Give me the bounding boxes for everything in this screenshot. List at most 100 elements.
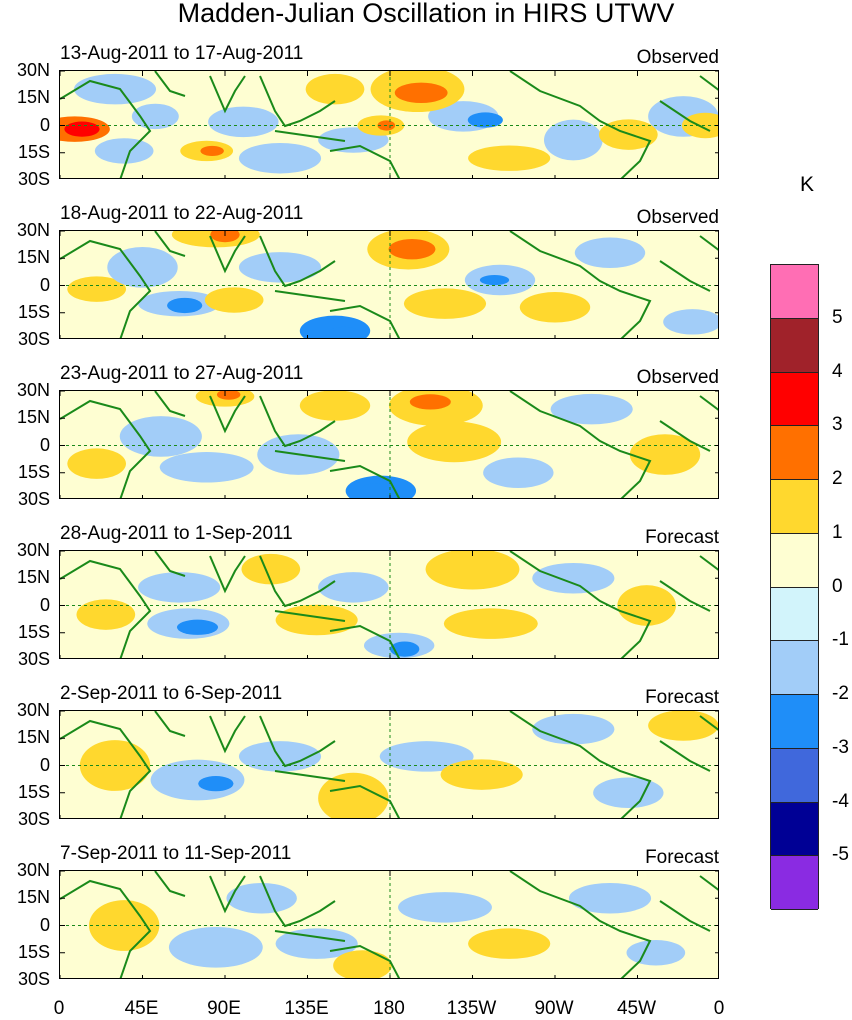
lon-tick-label: 0 <box>713 998 725 1019</box>
colorbar-box <box>771 372 818 427</box>
anomaly-contour <box>407 421 502 463</box>
colorbar-box <box>771 426 818 480</box>
anomaly-map-svg <box>60 551 718 658</box>
anomaly-map-svg <box>60 711 718 818</box>
anomaly-contour <box>299 391 371 421</box>
coastline <box>699 875 718 891</box>
coastline <box>509 551 652 658</box>
coastline <box>659 900 711 932</box>
coastline <box>60 719 152 818</box>
anomaly-contour <box>550 393 633 425</box>
anomaly-contour <box>168 926 263 968</box>
anomaly-map-svg <box>60 231 718 338</box>
coastline <box>259 395 336 448</box>
anomaly-contour <box>88 900 160 951</box>
panel-kind-label: Observed <box>636 207 719 228</box>
lat-tick-label: 30S <box>17 329 50 349</box>
lat-tick-label: 15N <box>16 887 50 908</box>
anomaly-contour <box>574 237 646 269</box>
colorbar-tick-label: 5 <box>832 306 843 328</box>
colorbar-box <box>771 587 818 642</box>
coastline <box>659 740 711 772</box>
lat-tick-label: 0 <box>39 754 50 775</box>
coastline <box>154 71 246 114</box>
anomaly-contour <box>275 604 358 636</box>
anomaly-contour <box>359 961 384 977</box>
anomaly-contour <box>67 448 126 479</box>
anomaly-contour <box>483 457 554 489</box>
colorbar-box <box>771 695 818 749</box>
coastline <box>509 871 652 978</box>
coastline <box>154 871 246 914</box>
anomaly-contour <box>238 741 322 772</box>
anomaly-contour <box>198 776 234 792</box>
coastline <box>154 551 246 594</box>
anomaly-map-svg <box>60 71 718 178</box>
anomaly-contour <box>379 741 474 772</box>
anomaly-contour <box>318 572 389 603</box>
anomaly-contour <box>544 119 603 161</box>
coastline <box>274 770 401 818</box>
anomaly-contour <box>648 711 718 741</box>
panel-kind-label: Forecast <box>645 527 719 548</box>
coastline <box>699 235 718 251</box>
lat-tick-label: 30S <box>17 969 50 989</box>
lat-tick-label: 15N <box>16 407 50 428</box>
coastline <box>274 130 401 178</box>
anomaly-contour <box>568 882 652 914</box>
colorbar-tick-label: -4 <box>832 790 849 812</box>
colorbar-tick-label: -3 <box>832 736 849 758</box>
anomaly-contour <box>398 892 492 923</box>
coastline <box>274 450 401 498</box>
lat-tick-label: 30S <box>17 649 50 669</box>
anomaly-contour <box>204 287 264 313</box>
anomaly-contour <box>167 297 203 314</box>
coastline <box>509 391 652 498</box>
lat-tick-label: 30N <box>16 860 50 880</box>
colorbar-tick-label: 2 <box>832 468 843 489</box>
colorbar-box <box>771 533 818 588</box>
map-panel: 23-Aug-2011 to 27-Aug-2011 Observed 30N 15N… <box>0 363 852 523</box>
lat-tick-label: 30N <box>16 380 50 400</box>
anomaly-map-svg <box>60 871 718 978</box>
lat-tick-label: 30N <box>16 220 50 240</box>
anomaly-contour <box>275 928 358 959</box>
coastline <box>659 100 711 132</box>
lon-tick-label: 45W <box>616 998 657 1019</box>
anomaly-contour <box>76 599 136 630</box>
anomaly-contour <box>94 138 154 164</box>
anomaly-contour <box>107 246 178 288</box>
coastline <box>699 75 718 91</box>
colorbar-tick-label: -2 <box>832 683 849 704</box>
coastline <box>259 75 336 128</box>
panel-date-range: 23-Aug-2011 to 27-Aug-2011 <box>60 363 304 384</box>
lat-tick-label: 0 <box>39 114 50 135</box>
anomaly-contour <box>238 252 322 283</box>
coastline <box>699 555 718 571</box>
lat-tick-label: 30N <box>16 700 50 720</box>
anomaly-contour <box>67 276 126 302</box>
anomaly-map <box>59 870 719 979</box>
anomaly-contour <box>326 326 362 338</box>
lon-tick-label: 90W <box>534 998 574 1019</box>
coastline <box>60 239 152 338</box>
anomaly-contour <box>101 760 137 782</box>
coastline <box>60 399 152 498</box>
anomaly-contour <box>440 759 523 790</box>
colorbar-box <box>771 748 818 803</box>
map-panel: 2-Sep-2011 to 6-Sep-2011 Forecast 30N 15N 0 1… <box>0 683 852 843</box>
lat-tick-label: 30N <box>16 540 50 560</box>
map-panel: 18-Aug-2011 to 22-Aug-2011 Observed 30N 15N… <box>0 203 852 363</box>
anomaly-map <box>59 230 719 339</box>
anomaly-contour <box>479 274 510 286</box>
coastline <box>274 930 401 978</box>
map-panel: 28-Aug-2011 to 1-Sep-2011 Forecast 30N 15N 0… <box>0 523 852 683</box>
anomaly-contour <box>468 928 551 959</box>
anomaly-contour <box>119 416 202 457</box>
anomaly-map <box>59 550 719 659</box>
map-panel: 7-Sep-2011 to 11-Sep-2011 Forecast 30N 15N 0… <box>0 843 852 1003</box>
anomaly-contour <box>425 551 520 590</box>
lat-tick-label: 30S <box>17 809 50 829</box>
colorbar-tick-label: 4 <box>832 360 843 382</box>
coastline <box>60 879 152 978</box>
